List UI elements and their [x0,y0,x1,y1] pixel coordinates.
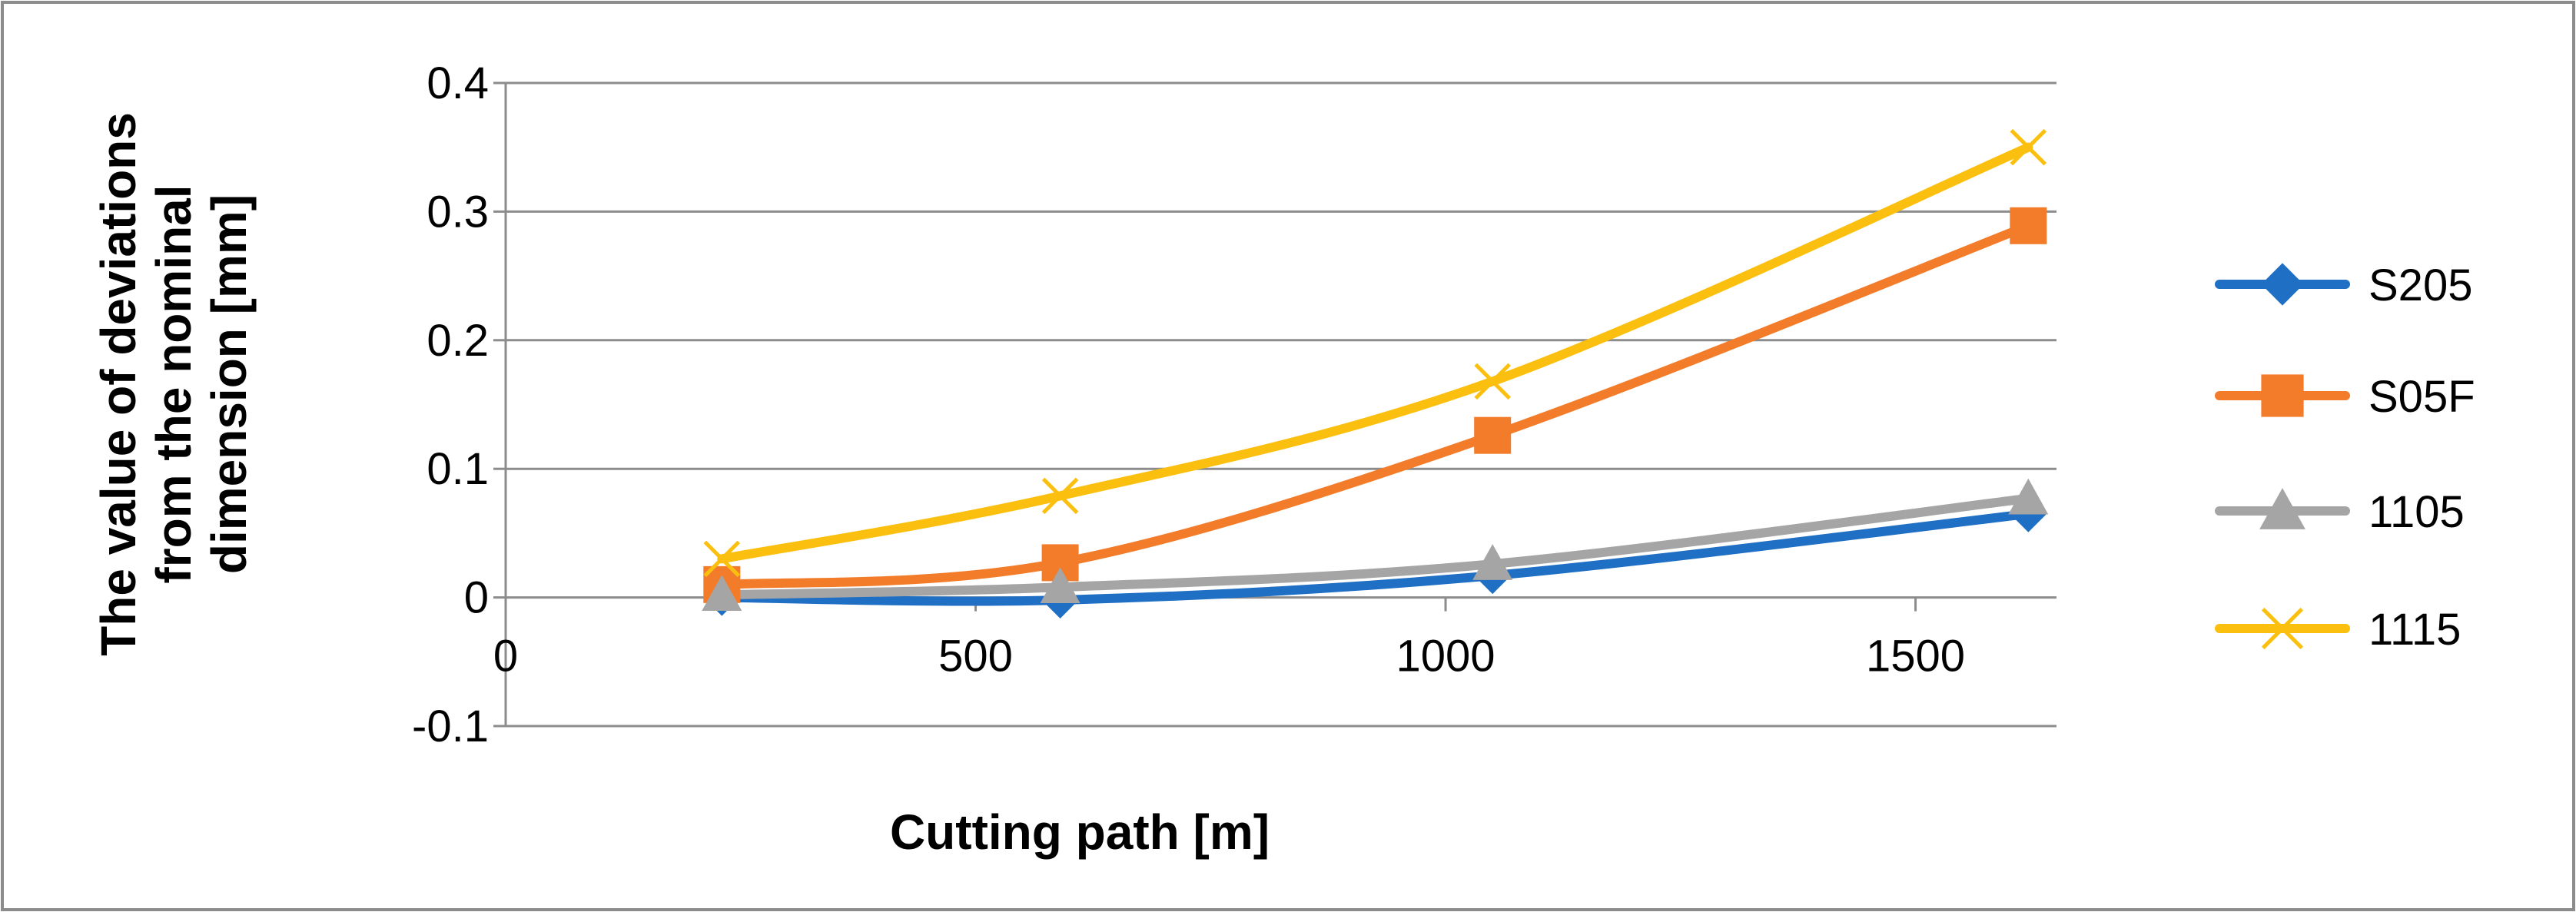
series-lines [717,142,2033,606]
y-axis-title: The value of deviations from the nominal… [91,112,257,656]
y-tick-label: 0.2 [427,316,489,366]
data-point-1105-0 [702,575,742,612]
y-axis-title-line-1: The value of deviations [91,112,146,656]
legend-label: S05F [2369,372,2475,422]
y-tick-label: 0.3 [427,187,489,237]
y-tick-label: -0.1 [412,701,489,751]
data-point-1115-3-stroke-b [2010,128,2047,166]
data-point-1115-1-stroke-b [1041,477,1079,515]
data-point-1115-2-stroke-b [1474,363,1511,400]
legend-item-s05f: S05F [2215,372,2475,422]
y-axis-title-line-3: dimension [mm] [201,194,257,574]
legend-marker [2261,607,2304,650]
legend-marker [2261,263,2304,306]
legend-item-1105: 1105 [2215,487,2465,537]
data-point-1115-3 [2010,128,2047,166]
data-point-1115-2 [1474,363,1511,400]
data-point-1115-0 [703,540,741,578]
y-tick-label: 0.1 [427,444,489,494]
data-point-1115-0-stroke-b [703,540,741,578]
data-point-1115-1 [1041,477,1079,515]
legend: S205 S05F 1105 1115 [2215,260,2475,655]
data-point-s05f-2 [1474,416,1512,454]
x-tick-label: 0 [493,632,518,682]
legend-marker [2261,374,2304,417]
legend-item-s205: S205 [2215,260,2472,310]
tick-labels: -0.100.10.20.30.40 500 1000 1500 [412,58,1965,751]
series-line-1115 [717,142,2033,564]
gridlines [506,81,2056,728]
x-tick-label: 1500 [1866,632,1965,682]
y-tick-label: 0 [464,573,489,623]
x-axis-title: Cutting path [m] [890,804,1270,860]
x-tick-label: 1000 [1396,632,1495,682]
data-point-1105-2 [1472,544,1513,580]
data-point-s05f-3 [2010,207,2047,244]
x-tick-label: 500 [938,632,1013,682]
series-line-s05f [717,221,2033,589]
legend-label: 1115 [2369,605,2461,655]
legend-label: 1105 [2369,487,2465,537]
legend-item-1115: 1115 [2215,605,2461,655]
series-markers [702,128,2049,619]
series-line-1105 [717,493,2033,600]
data-point-1105-3 [2008,478,2049,515]
y-tick-label: 0.4 [427,58,489,108]
data-point-1105-1 [1040,567,1081,604]
legend-marker-stroke-b [2261,607,2304,650]
legend-marker [2259,488,2305,529]
y-axis-title-line-2: from the nominal [146,184,201,583]
series-line-s205 [717,509,2033,606]
legend-label: S205 [2369,260,2472,310]
